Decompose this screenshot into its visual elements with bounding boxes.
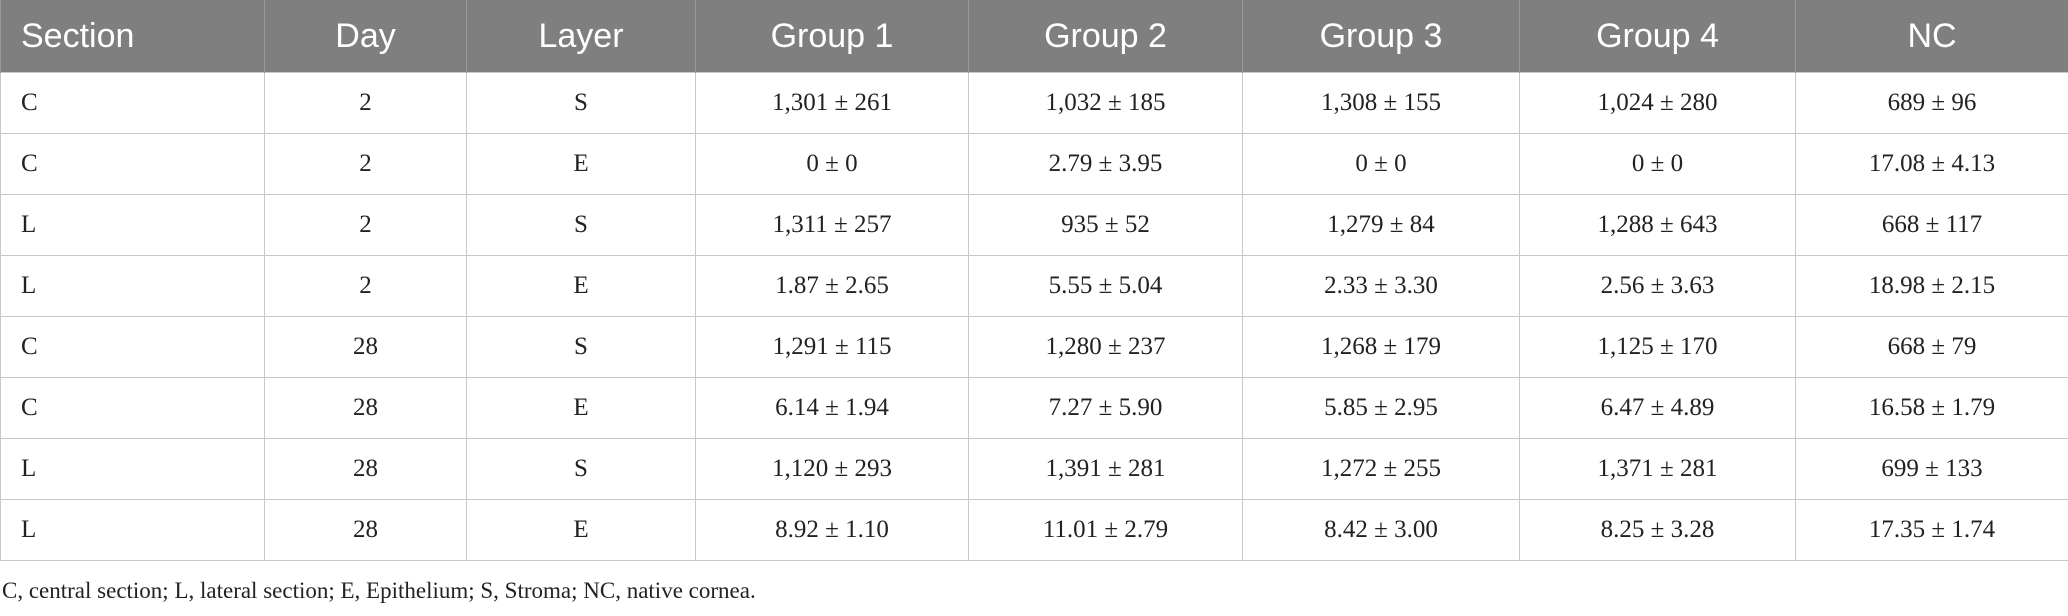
table-cell: 2.79 ± 3.95 [968,133,1243,195]
table-cell: 1,280 ± 237 [968,316,1243,378]
table-cell: 2 [264,194,467,256]
table-cell: 1,371 ± 281 [1519,438,1796,500]
table-cell: 1,288 ± 643 [1519,194,1796,256]
table-cell: 5.55 ± 5.04 [968,255,1243,317]
table-cell: L [0,255,265,317]
table-cell: 1,308 ± 155 [1242,72,1520,134]
table-cell: E [466,133,696,195]
header-cell: Group 3 [1242,0,1520,73]
header-cell: Group 4 [1519,0,1796,73]
table-row: L 2 S 1,311 ± 257 935 ± 52 1,279 ± 84 1,288 ± … [0,194,2068,256]
table-cell: 668 ± 117 [1795,194,2068,256]
table-cell: 6.14 ± 1.94 [695,377,969,439]
table-cell: C [0,133,265,195]
header-cell: Group 1 [695,0,969,73]
table-cell: C [0,72,265,134]
table-cell: 668 ± 79 [1795,316,2068,378]
header-cell: Layer [466,0,696,73]
table-cell: 28 [264,316,467,378]
table-cell: 8.25 ± 3.28 [1519,499,1796,561]
table-row: L 28 E 8.92 ± 1.10 11.01 ± 2.79 8.42 ± 3.00 8.… [0,499,2068,561]
table-cell: C [0,377,265,439]
footnote: C, central section; L, lateral section; … [2,578,756,603]
table-body: C 2 S 1,301 ± 261 1,032 ± 185 1,308 ± 155 1,02… [0,72,2068,561]
table-cell: E [466,499,696,561]
table-row: C 28 E 6.14 ± 1.94 7.27 ± 5.90 5.85 ± 2.95 6.4… [0,377,2068,439]
table-cell: S [466,316,696,378]
table-cell: 1,125 ± 170 [1519,316,1796,378]
header-row: Section Day Layer Group 1 Group 2 Group 3 Grou… [0,0,2068,73]
table-cell: S [466,194,696,256]
table-row: L 28 S 1,120 ± 293 1,391 ± 281 1,272 ± 255 1,3… [0,438,2068,500]
table-cell: S [466,72,696,134]
table-cell: 0 ± 0 [1242,133,1520,195]
table-cell: 16.58 ± 1.79 [1795,377,2068,439]
table-cell: 28 [264,438,467,500]
table-cell: L [0,194,265,256]
header-cell: Group 2 [968,0,1243,73]
table-cell: 1,272 ± 255 [1242,438,1520,500]
table-cell: 28 [264,499,467,561]
table-cell: 2.33 ± 3.30 [1242,255,1520,317]
table-cell: 1,391 ± 281 [968,438,1243,500]
table-cell: 6.47 ± 4.89 [1519,377,1796,439]
table-cell: 0 ± 0 [1519,133,1796,195]
table-cell: 8.42 ± 3.00 [1242,499,1520,561]
table-cell: S [466,438,696,500]
table-cell: 1,024 ± 280 [1519,72,1796,134]
table-cell: 2 [264,255,467,317]
table-cell: E [466,377,696,439]
table-cell: 18.98 ± 2.15 [1795,255,2068,317]
table-cell: 1,291 ± 115 [695,316,969,378]
table-cell: L [0,499,265,561]
header-cell: Section [0,0,265,73]
table-cell: 1,279 ± 84 [1242,194,1520,256]
table-cell: 1,301 ± 261 [695,72,969,134]
table-cell: 7.27 ± 5.90 [968,377,1243,439]
table-cell: 2 [264,133,467,195]
table-row: C 28 S 1,291 ± 115 1,280 ± 237 1,268 ± 179 1,1… [0,316,2068,378]
table-cell: E [466,255,696,317]
table-cell: 1,032 ± 185 [968,72,1243,134]
table-cell: 699 ± 133 [1795,438,2068,500]
table-cell: 935 ± 52 [968,194,1243,256]
table-cell: 2 [264,72,467,134]
table-cell: 17.35 ± 1.74 [1795,499,2068,561]
table-cell: 1,268 ± 179 [1242,316,1520,378]
header-cell: Day [264,0,467,73]
table-cell: 1,120 ± 293 [695,438,969,500]
table-cell: 11.01 ± 2.79 [968,499,1243,561]
table-cell: L [0,438,265,500]
table-cell: 0 ± 0 [695,133,969,195]
table-row: C 2 S 1,301 ± 261 1,032 ± 185 1,308 ± 155 1,02… [0,72,2068,134]
data-table: Section Day Layer Group 1 Group 2 Group 3 Grou… [0,0,2068,561]
table-cell: 28 [264,377,467,439]
table-cell: C [0,316,265,378]
table-cell: 689 ± 96 [1795,72,2068,134]
table-cell: 17.08 ± 4.13 [1795,133,2068,195]
table-cell: 1.87 ± 2.65 [695,255,969,317]
header-cell: NC [1795,0,2068,73]
table-row: L 2 E 1.87 ± 2.65 5.55 ± 5.04 2.33 ± 3.30 2.56… [0,255,2068,317]
table-cell: 8.92 ± 1.10 [695,499,969,561]
table-cell: 5.85 ± 2.95 [1242,377,1520,439]
table-cell: 1,311 ± 257 [695,194,969,256]
table-cell: 2.56 ± 3.63 [1519,255,1796,317]
